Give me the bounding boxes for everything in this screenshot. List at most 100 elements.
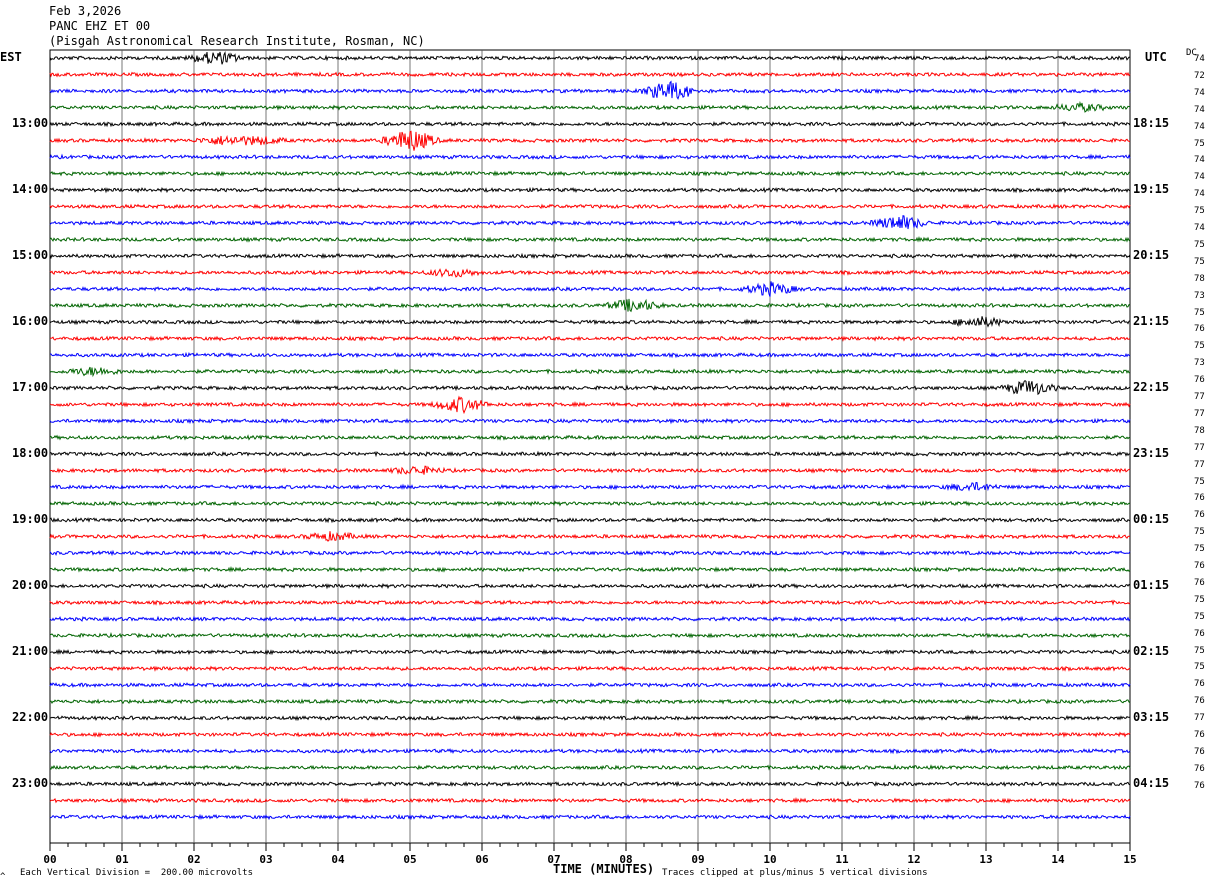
dc-value: 75	[1194, 307, 1205, 318]
right-hour-label: 01:15	[1133, 578, 1170, 592]
trace-line	[49, 731, 1131, 738]
trace-line	[49, 417, 1131, 425]
station-code: PANC EHZ ET 00	[49, 19, 151, 33]
left-hour-label: 22:00	[12, 710, 49, 724]
dc-value: 76	[1194, 746, 1205, 757]
x-tick-label: 13	[979, 853, 992, 866]
dc-value: 75	[1194, 527, 1205, 538]
x-tick-label: 09	[691, 853, 704, 866]
dc-value: 72	[1194, 70, 1205, 81]
dc-value: 75	[1194, 341, 1205, 352]
dc-value: 76	[1194, 628, 1205, 639]
dc-value: 76	[1194, 763, 1205, 774]
x-tick-label: 10	[763, 853, 776, 866]
scale-note: Each Vertical Division = 200.00 microvol…	[20, 868, 253, 878]
dc-value: 74	[1194, 121, 1205, 132]
trace-line	[49, 153, 1131, 161]
dc-value: 75	[1194, 138, 1205, 149]
dc-value: 74	[1194, 223, 1205, 233]
trace-line	[49, 516, 1131, 524]
x-tick-label: 15	[1123, 853, 1136, 866]
left-timezone-label: EST	[0, 50, 22, 64]
dc-value: 75	[1194, 645, 1205, 656]
trace-line	[49, 549, 1131, 557]
x-axis: 00 01 02 03 04 05 06 07 08 09 10 11 12 13 14 15	[43, 843, 1137, 866]
left-hour-label: 20:00	[12, 578, 49, 592]
dc-label: DC	[1186, 48, 1197, 58]
left-hour-label: 21:00	[12, 644, 49, 658]
trace-line	[49, 380, 1131, 396]
trace-line	[49, 764, 1131, 771]
left-hour-label: 15:00	[12, 248, 49, 262]
dc-value: 74	[1194, 172, 1205, 183]
x-tick-label: 02	[187, 853, 200, 866]
trace-line	[49, 434, 1131, 441]
trace-line	[49, 298, 1131, 313]
dc-value: 73	[1194, 358, 1205, 369]
trace-line	[50, 351, 1131, 359]
trace-line	[49, 281, 1131, 297]
dc-value: 77	[1194, 713, 1205, 724]
trace-line	[49, 813, 1131, 821]
x-tick-label: 12	[907, 853, 920, 866]
trace-line	[49, 268, 1131, 278]
x-tick-label: 07	[547, 853, 560, 866]
right-hour-label: 18:15	[1133, 116, 1170, 130]
trace-line	[49, 780, 1131, 788]
chart-date: Feb 3,2026	[49, 4, 122, 18]
dc-value: 75	[1194, 544, 1205, 555]
trace-line	[49, 698, 1131, 705]
x-tick-label: 06	[475, 853, 489, 866]
trace-line	[49, 100, 1131, 113]
dc-value: 74	[1194, 54, 1205, 64]
seismic-traces	[49, 50, 1131, 821]
x-tick-label: 00	[43, 853, 56, 866]
left-hour-label: 16:00	[12, 314, 49, 328]
right-hour-label: 02:15	[1133, 644, 1170, 658]
dc-value: 75	[1194, 594, 1205, 605]
plot-border	[49, 49, 1131, 844]
right-hour-label: 04:15	[1133, 776, 1170, 790]
dc-value: 76	[1194, 493, 1205, 504]
right-hour-label: 22:15	[1133, 380, 1170, 394]
dc-value: 74	[1194, 104, 1205, 115]
left-hour-label: 17:00	[12, 380, 49, 394]
dc-value: 76	[1194, 679, 1205, 690]
left-hour-label: 18:00	[12, 446, 49, 460]
grid-lines	[49, 49, 1131, 844]
x-tick-label: 01	[115, 853, 129, 866]
dc-value: 76	[1194, 696, 1205, 707]
dc-value: 75	[1194, 256, 1205, 267]
trace-line	[50, 335, 1131, 342]
dc-value: 78	[1194, 425, 1205, 436]
right-hour-label: 19:15	[1133, 182, 1170, 196]
dc-value: 76	[1194, 577, 1205, 588]
trace-line	[49, 599, 1131, 606]
trace-line	[49, 236, 1131, 243]
dc-value: 74	[1194, 87, 1205, 98]
trace-line	[49, 366, 1130, 378]
dc-value: 73	[1194, 290, 1205, 301]
dc-value: 76	[1194, 510, 1205, 521]
left-hour-label: 13:00	[12, 116, 49, 130]
trace-line	[49, 130, 1131, 151]
dc-value: 75	[1194, 476, 1205, 487]
x-axis-title: TIME (MINUTES)	[553, 862, 655, 876]
trace-line	[49, 450, 1131, 458]
trace-line	[49, 203, 1131, 210]
dc-value: 74	[1194, 189, 1205, 200]
trace-line	[50, 632, 1131, 639]
right-hour-label: 20:15	[1133, 248, 1170, 262]
dc-value: 74	[1194, 155, 1205, 166]
x-tick-label: 04	[331, 853, 345, 866]
trace-line	[49, 615, 1131, 623]
trace-line	[49, 500, 1131, 507]
trace-line	[49, 797, 1131, 804]
dc-value: 76	[1194, 561, 1205, 571]
trace-line	[49, 566, 1131, 573]
dc-value: 77	[1194, 459, 1205, 470]
clip-note: Traces clipped at plus/minus 5 vertical …	[662, 868, 928, 878]
right-timezone-label: UTC	[1145, 50, 1167, 64]
trace-line	[49, 582, 1131, 590]
